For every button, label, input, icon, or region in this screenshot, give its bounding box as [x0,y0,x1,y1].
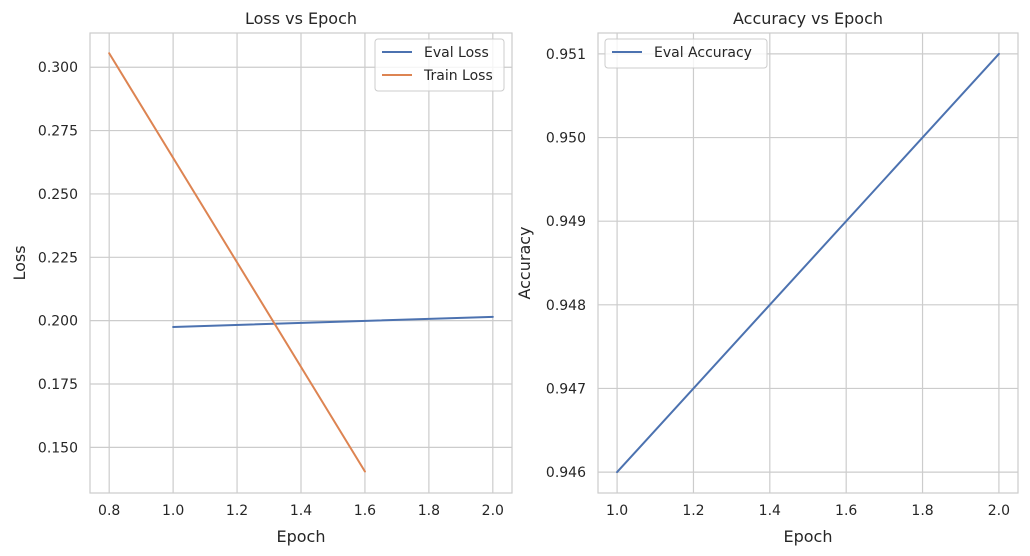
y-tick-label: 0.200 [38,314,78,330]
series-line-eval-accuracy [616,52,1000,474]
y-tick-label: 0.950 [546,131,586,147]
y-tick-labels: 0.150 0.175 0.200 0.225 0.250 0.275 0.300 [38,60,78,456]
x-tick-labels: 1.0 1.2 1.4 1.6 1.8 2.0 [606,503,1010,519]
x-tick-label: 1.8 [418,503,440,519]
legend-label-eval-loss: Eval Loss [424,45,489,61]
y-axis-label: Accuracy [515,226,534,299]
y-tick-label: 0.300 [38,60,78,76]
series-lines [616,52,1000,474]
x-tick-label: 1.0 [606,503,628,519]
plot-area [89,32,513,494]
y-tick-label: 0.275 [38,124,78,140]
chart-title: Accuracy vs Epoch [733,9,883,28]
y-tick-labels: 0.946 0.947 0.948 0.949 0.950 0.951 [546,47,586,481]
y-axis-label: Loss [10,245,29,280]
x-tick-label: 2.0 [482,503,504,519]
x-tick-label: 2.0 [988,503,1010,519]
legend-box [604,38,768,69]
y-tick-label: 0.948 [546,298,586,314]
x-tick-label: 1.8 [911,503,933,519]
x-tick-label: 1.4 [290,503,312,519]
plot-area [597,32,1019,494]
x-tick-label: 1.4 [759,503,781,519]
grid-lines [90,33,512,493]
x-axis-label: Epoch [784,527,833,546]
x-tick-labels: 0.8 1.0 1.2 1.4 1.6 1.8 2.0 [98,503,504,519]
legend: Eval Accuracy [604,38,768,69]
y-tick-label: 0.225 [38,250,78,266]
series-lines [108,52,494,473]
x-tick-label: 1.2 [226,503,248,519]
y-tick-label: 0.250 [38,187,78,203]
loss-chart-panel: Loss vs Epoch 0.8 1.0 1.2 1.4 1.6 1.8 2.0 0.15… [10,9,513,546]
legend: Eval Loss Train Loss [374,38,505,92]
accuracy-chart-panel: Accuracy vs Epoch 1.0 1.2 1.4 1.6 1.8 2.0 0.9… [515,9,1019,546]
x-axis-label: Epoch [277,527,326,546]
series-line-eval-loss [172,315,494,328]
x-tick-label: 1.0 [162,503,184,519]
chart-title: Loss vs Epoch [245,9,357,28]
series-line-train-loss [108,52,366,473]
x-tick-label: 1.2 [682,503,704,519]
x-tick-label: 1.6 [835,503,857,519]
x-tick-label: 1.6 [354,503,376,519]
y-tick-label: 0.949 [546,214,586,230]
y-tick-label: 0.947 [546,381,586,397]
legend-label-train-loss: Train Loss [423,68,493,84]
y-tick-label: 0.175 [38,377,78,393]
legend-label-eval-accuracy: Eval Accuracy [654,45,752,61]
y-tick-label: 0.946 [546,465,586,481]
x-tick-label: 0.8 [98,503,120,519]
y-tick-label: 0.951 [546,47,586,63]
y-tick-label: 0.150 [38,440,78,456]
